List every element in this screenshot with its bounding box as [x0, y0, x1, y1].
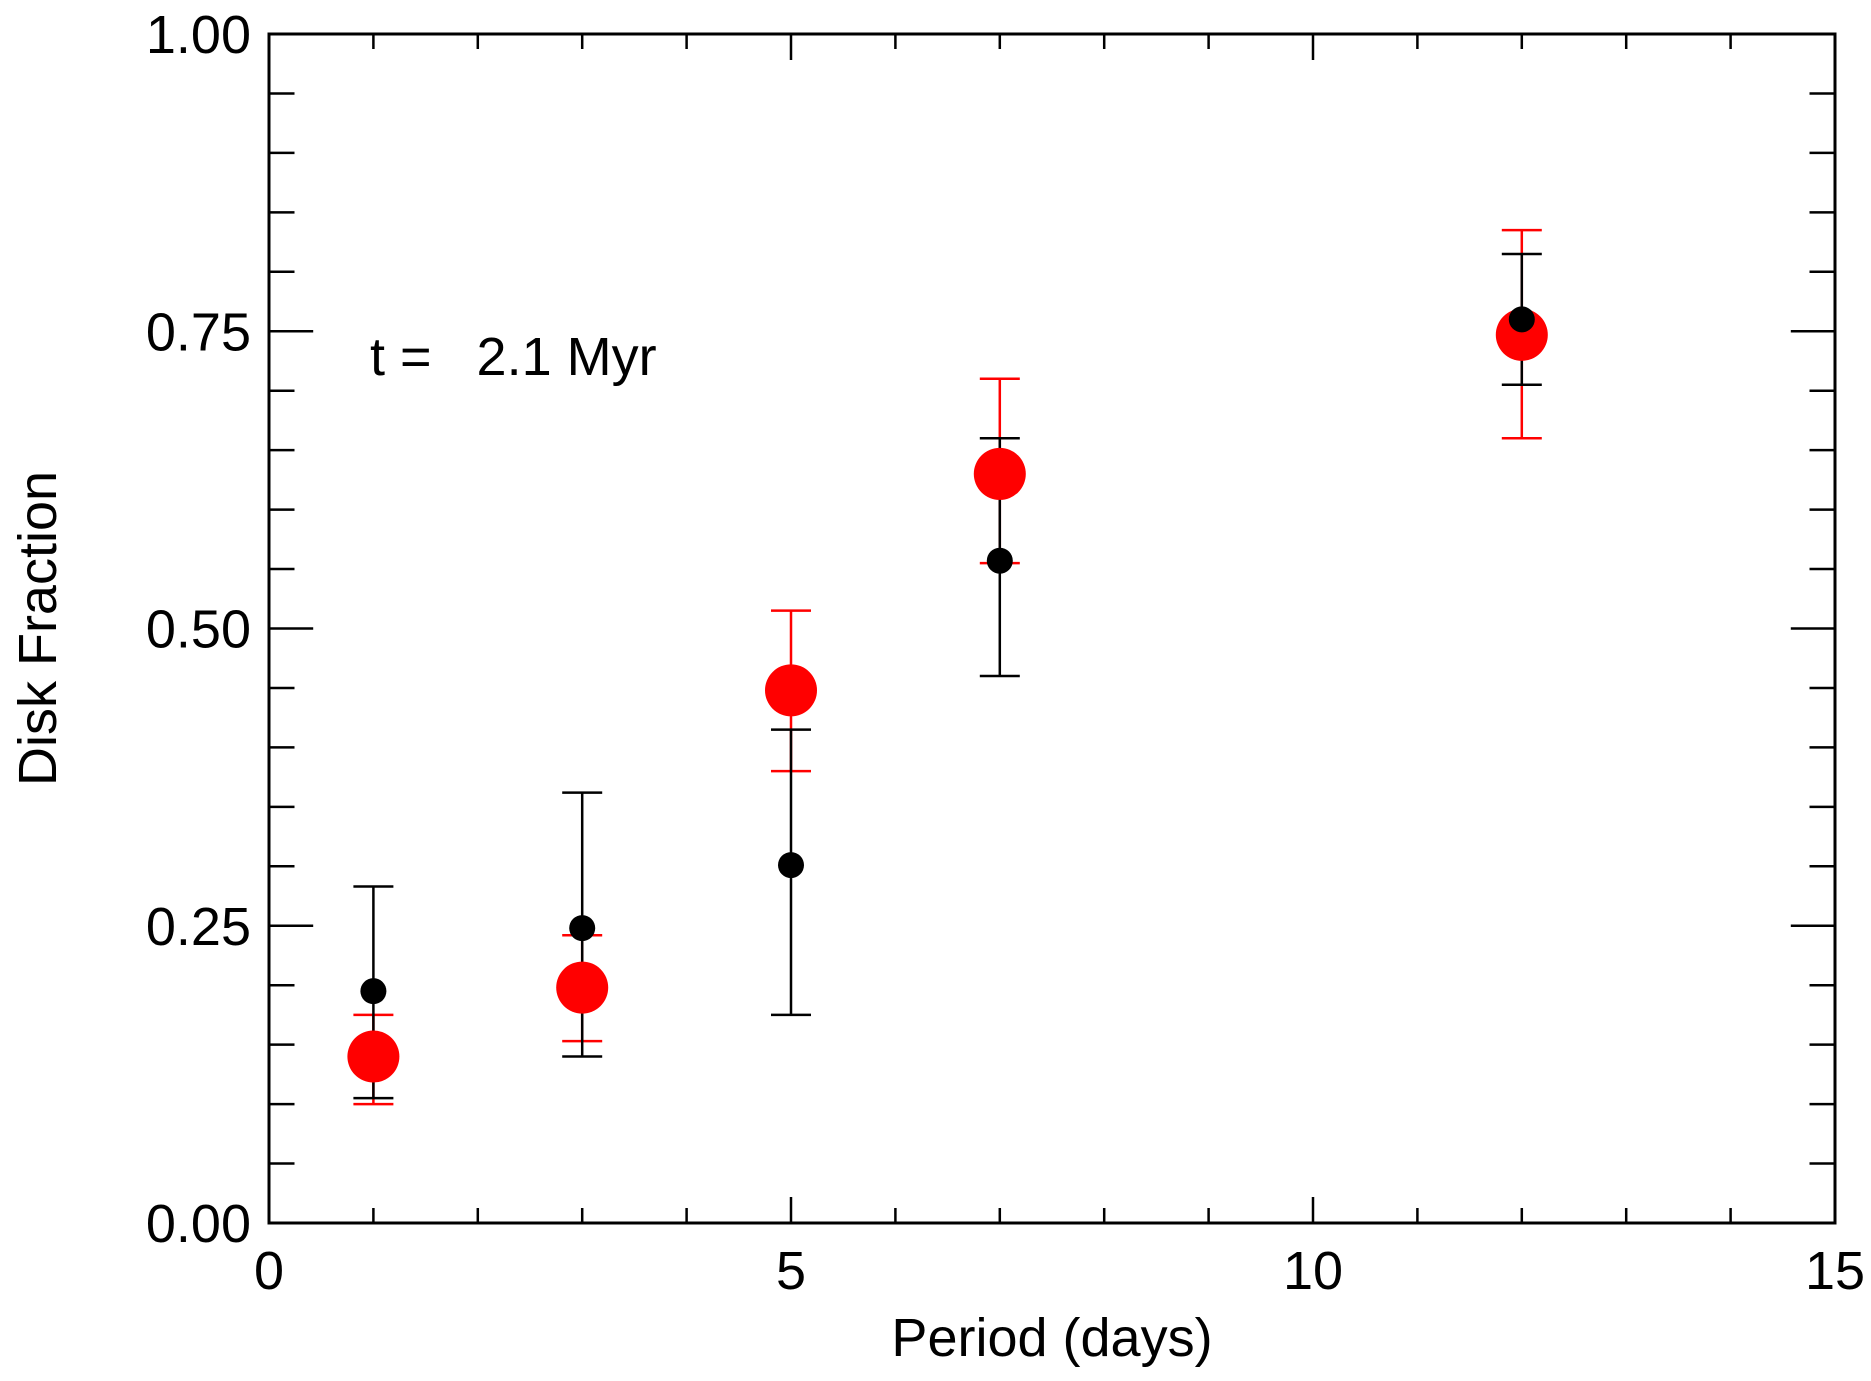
- data-points: [347, 306, 1548, 1083]
- y-tick-label: 0.25: [146, 897, 251, 957]
- data-point-black: [360, 978, 387, 1005]
- data-point-red: [973, 447, 1026, 500]
- tick-labels: 0 5 10 15 0.00 0.25 0.50 0.75 1.00: [146, 5, 1865, 1301]
- x-tick-label: 15: [1805, 1241, 1865, 1301]
- x-tick-label: 0: [254, 1241, 284, 1301]
- y-tick-label: 0.00: [146, 1194, 251, 1254]
- y-axis-title: Disk Fraction: [8, 471, 68, 786]
- data-point-red: [347, 1030, 400, 1083]
- data-point-red: [1495, 308, 1548, 361]
- data-point-red: [765, 664, 817, 717]
- data-point-black: [569, 915, 596, 942]
- plot-frame: [267, 32, 1837, 1225]
- y-tick-label: 0.50: [146, 600, 251, 660]
- age-annotation: t = 2.1 Myr: [370, 327, 657, 387]
- x-tick-label: 5: [776, 1241, 806, 1301]
- x-tick-label: 10: [1283, 1241, 1343, 1301]
- y-tick-label: 0.75: [146, 302, 251, 362]
- axis-ticks: [267, 32, 1837, 1225]
- data-point-black: [986, 547, 1013, 574]
- x-axis-title: Period (days): [891, 1308, 1212, 1368]
- y-tick-label: 1.00: [146, 5, 251, 65]
- data-point-black: [778, 852, 804, 879]
- data-point-red: [556, 961, 609, 1014]
- data-point-black: [1508, 306, 1535, 333]
